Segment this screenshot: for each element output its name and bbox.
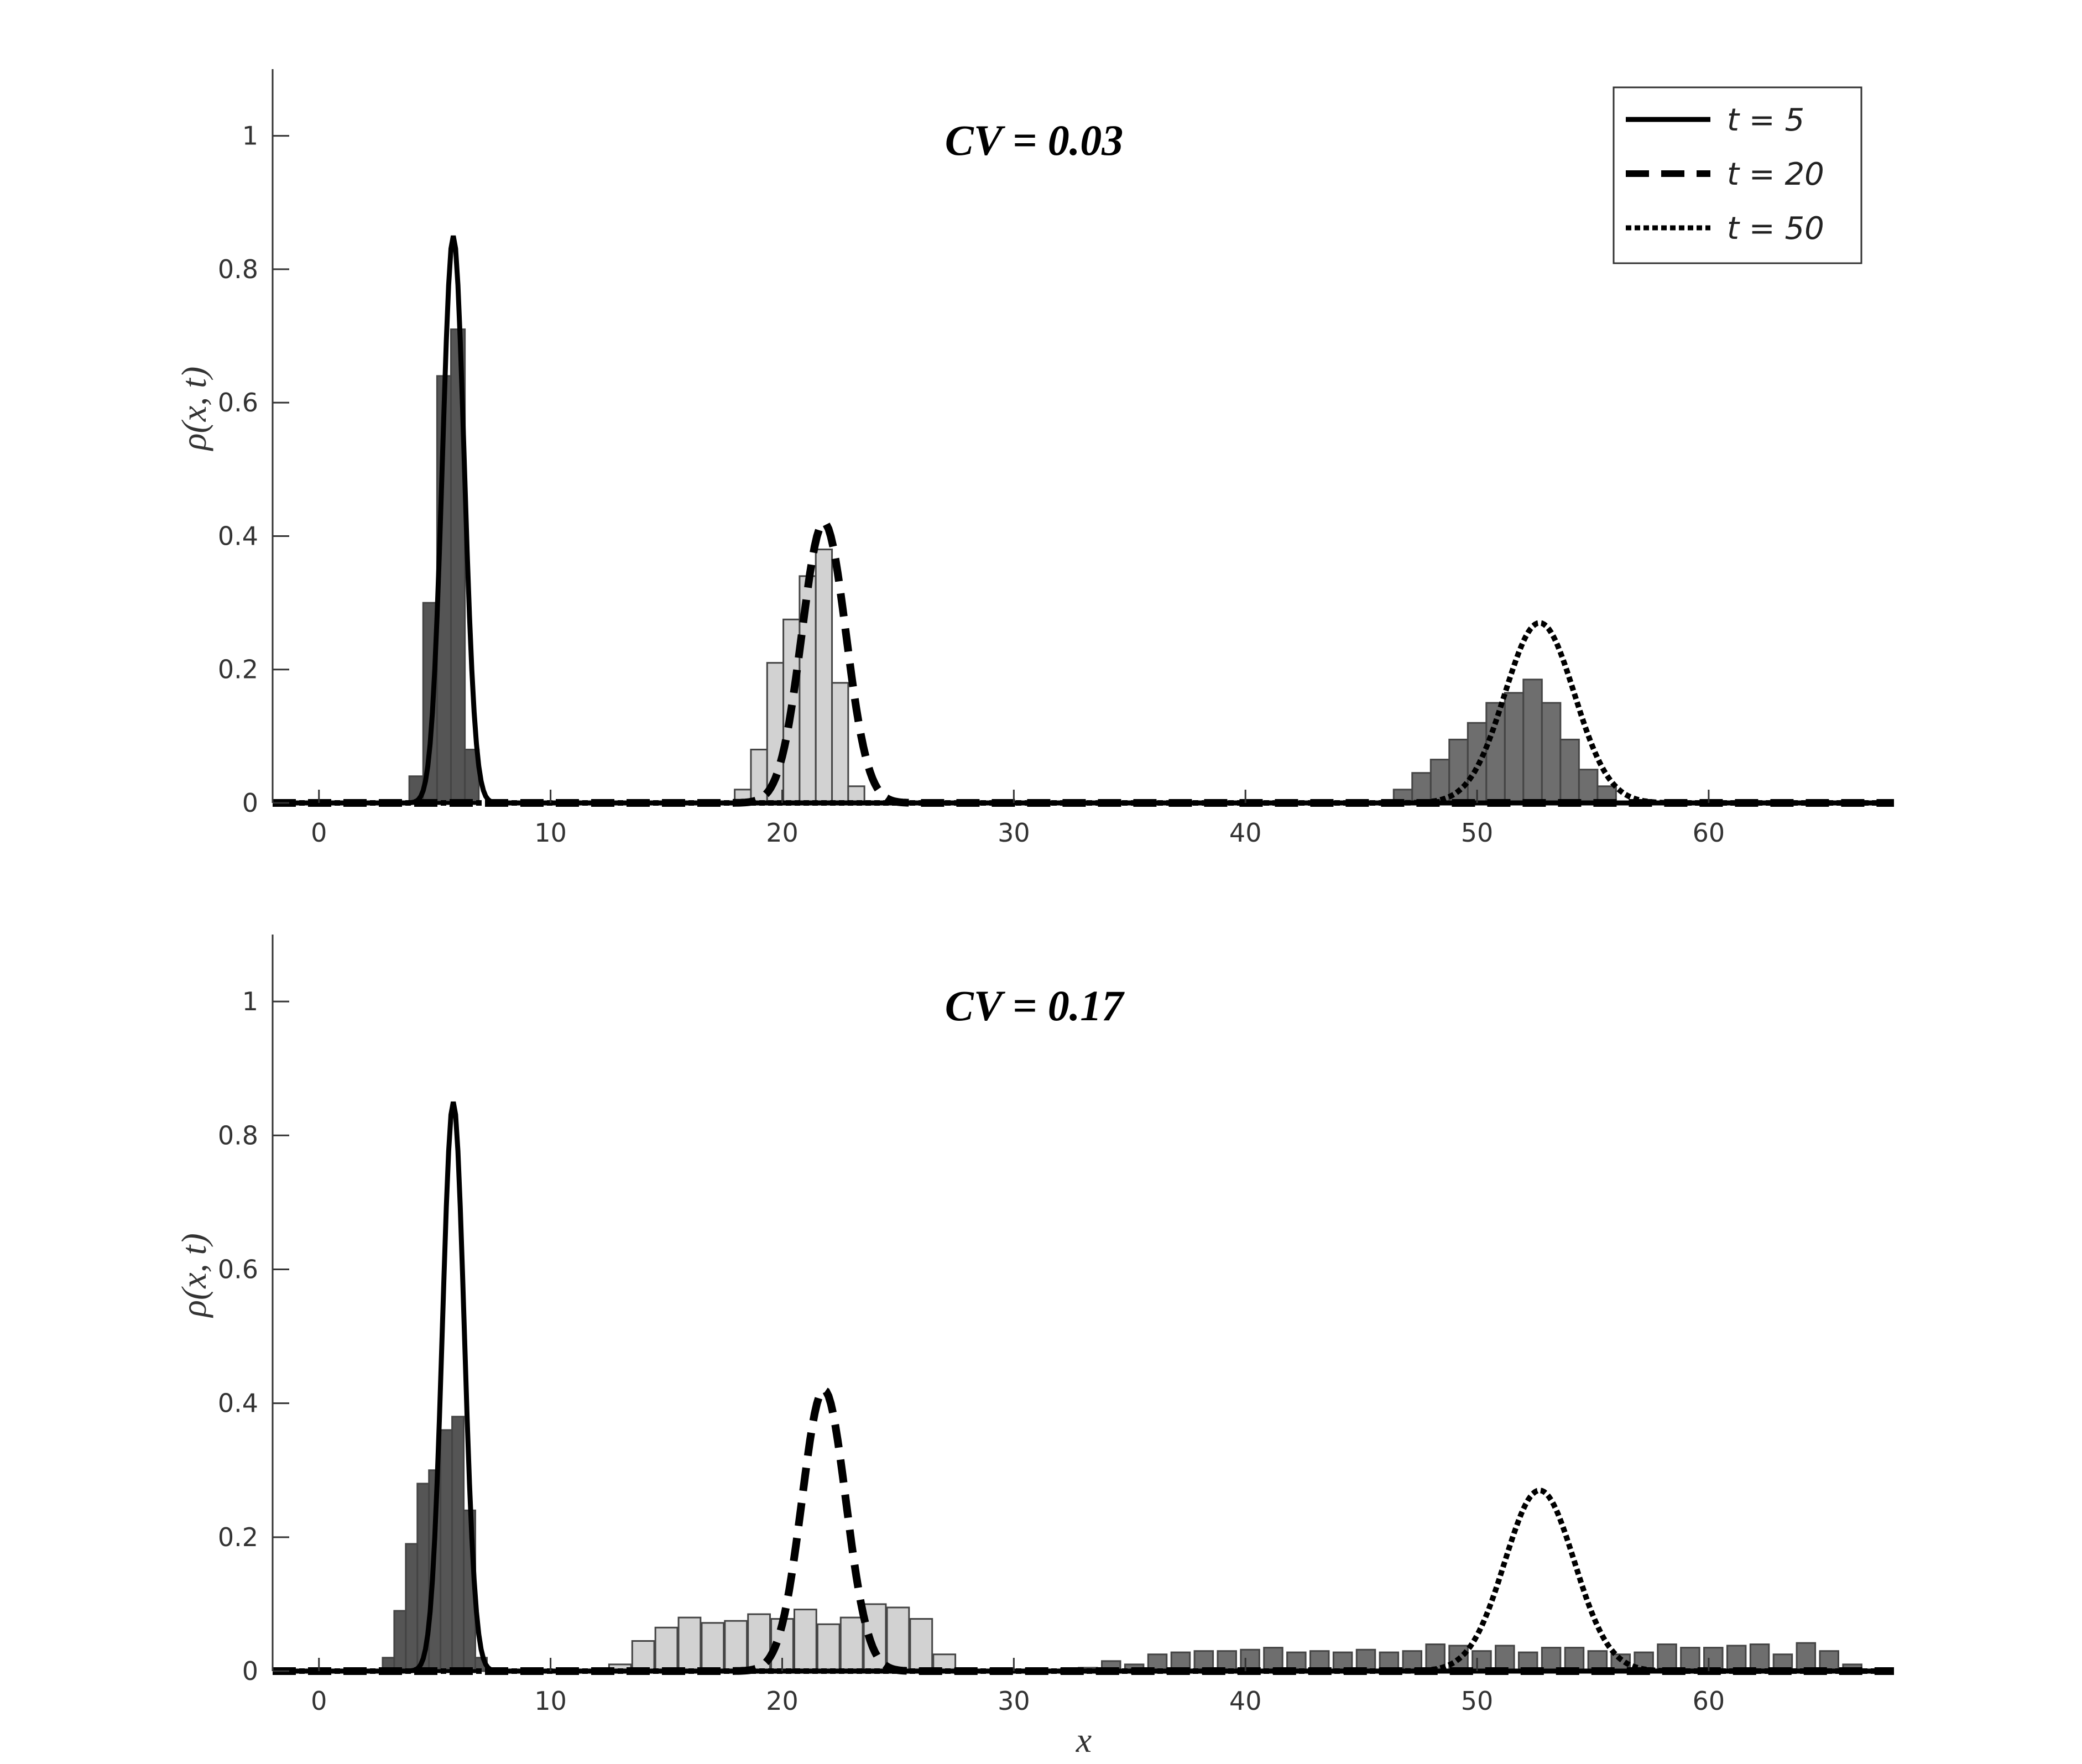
histogram-bar <box>886 1606 910 1672</box>
histogram-bar <box>1411 772 1432 804</box>
x-tick-label: 20 <box>766 818 799 848</box>
y-axis-label: ρ(x, t) <box>174 367 213 452</box>
y-tick-label: 0.2 <box>218 655 258 685</box>
legend-label: t = 5 <box>1727 102 1804 138</box>
y-tick-label: 0.8 <box>218 1120 258 1150</box>
histogram-bar <box>831 682 849 804</box>
panel-title: CV = 0.17 <box>945 982 1125 1030</box>
histogram-bar <box>1504 692 1525 804</box>
density-curve-solid <box>273 1101 1894 1674</box>
x-tick-label: 30 <box>998 1686 1030 1716</box>
histogram-bar <box>654 1626 679 1672</box>
x-tick-label: 10 <box>534 818 567 848</box>
histogram-bar <box>1495 1645 1515 1672</box>
histogram-bar <box>1749 1643 1770 1672</box>
y-tick-label: 0 <box>242 788 258 818</box>
histogram-bar <box>1796 1642 1817 1672</box>
y-tick-label: 0.6 <box>218 1254 258 1284</box>
y-tick-label: 0.2 <box>218 1522 258 1552</box>
histogram-bar <box>816 1623 841 1672</box>
y-tick-label: 1 <box>242 121 258 151</box>
density-curve-dashed <box>273 518 1894 807</box>
density-curve-dashed <box>273 1385 1894 1675</box>
x-axis-label: x <box>1076 1720 1092 1760</box>
legend-label: t = 20 <box>1727 156 1824 192</box>
density-curve-dotted <box>273 620 1894 806</box>
y-tick-label: 0.6 <box>218 388 258 417</box>
x-tick-label: 0 <box>311 818 327 848</box>
x-tick-label: 20 <box>766 1686 799 1716</box>
y-tick-label: 1 <box>242 987 258 1016</box>
legend: t = 5 t = 20 t = 50 <box>1613 86 1862 264</box>
x-tick-label: 10 <box>534 1686 567 1716</box>
x-tick-label: 30 <box>998 818 1030 848</box>
x-tick-label: 40 <box>1229 1686 1262 1716</box>
histogram-bar <box>1485 702 1506 804</box>
histogram-bar <box>750 748 768 804</box>
y-axis-label: ρ(x, t) <box>174 1233 213 1318</box>
density-curve-solid <box>273 235 1894 806</box>
panel-title: CV = 0.03 <box>945 116 1124 164</box>
histogram-bar <box>405 1543 419 1672</box>
histogram-bar <box>815 549 833 804</box>
histogram-bar <box>1541 702 1562 804</box>
histogram-bar <box>440 1429 453 1672</box>
x-tick-label: 0 <box>311 1686 327 1716</box>
histogram-bar <box>1429 759 1450 804</box>
histogram-bar <box>701 1622 725 1672</box>
x-tick-label: 40 <box>1229 818 1262 848</box>
x-tick-label: 50 <box>1461 1686 1494 1716</box>
legend-label: t = 50 <box>1727 211 1824 247</box>
y-tick-label: 0.4 <box>218 1389 258 1418</box>
y-tick-label: 0.8 <box>218 254 258 284</box>
histogram-bar <box>1522 679 1543 804</box>
y-tick-label: 0.4 <box>218 521 258 551</box>
histogram-bar <box>1578 769 1599 804</box>
histogram-bar <box>1559 738 1580 804</box>
histogram-bar <box>793 1609 817 1672</box>
histogram-bar <box>839 1616 864 1672</box>
histogram-bar <box>451 1416 465 1672</box>
histogram-bar <box>1657 1643 1677 1672</box>
histogram-bar <box>677 1616 702 1672</box>
histogram-bar <box>724 1620 748 1672</box>
x-tick-label: 50 <box>1461 818 1494 848</box>
histogram-bar <box>393 1610 407 1672</box>
histogram-bar <box>909 1618 933 1672</box>
x-tick-label: 60 <box>1693 818 1725 848</box>
histogram-bar <box>1726 1645 1747 1672</box>
legend-box <box>1613 86 1862 264</box>
y-tick-label: 0 <box>242 1656 258 1686</box>
histogram-bar <box>631 1640 655 1672</box>
histogram-bar <box>1680 1647 1700 1672</box>
x-tick-label: 60 <box>1693 1686 1725 1716</box>
density-curve-dotted <box>273 1488 1894 1674</box>
